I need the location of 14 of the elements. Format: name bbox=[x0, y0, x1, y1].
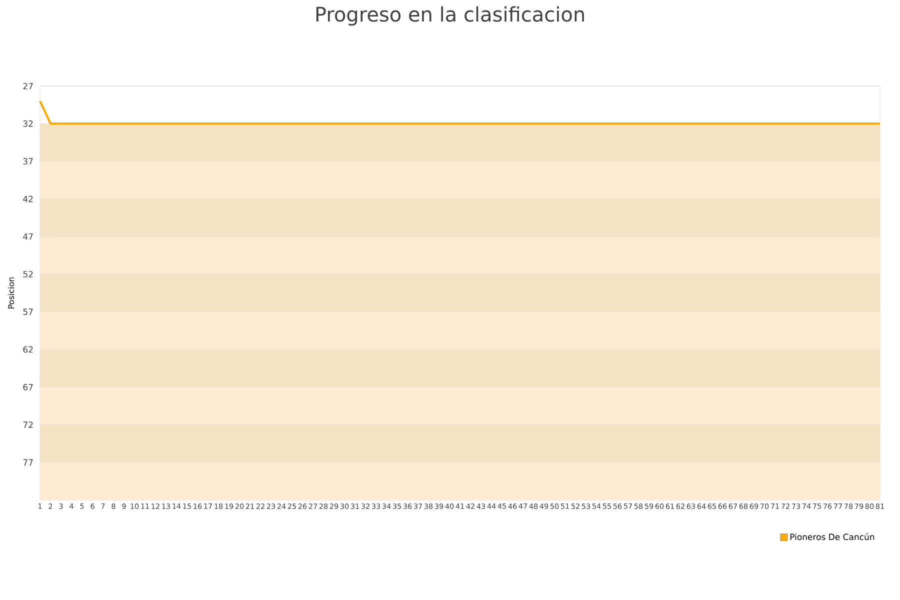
y-tick-label: 77 bbox=[23, 459, 33, 466]
y-tick-label: 32 bbox=[23, 120, 33, 127]
y-tick-label: 47 bbox=[23, 233, 33, 240]
y-tick-label: 62 bbox=[23, 346, 33, 353]
y-tick-label: 52 bbox=[23, 270, 33, 278]
legend-label: Pioneros De Cancún bbox=[790, 533, 874, 540]
y-tick-label: 37 bbox=[23, 158, 33, 164]
y-tick-label: 42 bbox=[23, 196, 33, 202]
y-tick-label: 57 bbox=[23, 308, 33, 315]
y-tick-label: 67 bbox=[23, 384, 33, 390]
y-axis-title: Posicion bbox=[8, 277, 14, 308]
y-tick-label: 27 bbox=[23, 82, 33, 90]
chart-title: Progreso en la clasificacion bbox=[316, 6, 584, 26]
y-tick-label: 72 bbox=[23, 422, 33, 428]
